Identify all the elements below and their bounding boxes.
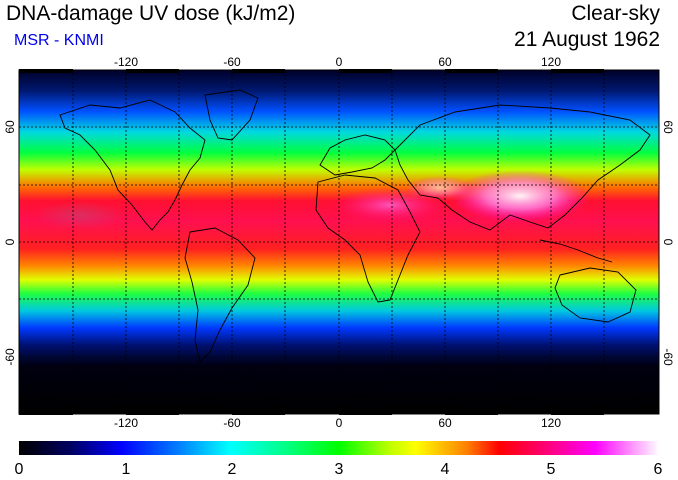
lat-label: 60 <box>3 120 17 134</box>
colorbar-label: 3 <box>335 461 344 478</box>
africa-outline <box>315 174 421 303</box>
colorbar-label: 2 <box>228 461 237 478</box>
coastlines <box>18 89 660 401</box>
frame-ticks-bottom <box>19 411 604 415</box>
antarctica-outline <box>18 395 660 401</box>
colorbar-label: 4 <box>441 461 450 478</box>
lat-label: 60 <box>661 120 675 134</box>
north-america-outline <box>59 99 206 231</box>
map-title: DNA-damage UV dose (kJ/m2) <box>6 2 296 25</box>
lon-label: -60 <box>223 55 241 69</box>
lon-label: 0 <box>336 416 343 430</box>
lon-label: 120 <box>541 416 561 430</box>
lon-label: 60 <box>438 55 452 69</box>
greenland-outline <box>204 89 259 141</box>
tibet-hotspot <box>450 170 590 222</box>
lat-label: 0 <box>661 239 675 246</box>
lat-label: 0 <box>3 238 17 245</box>
southeast-asia-islands <box>539 239 613 263</box>
lon-label: 0 <box>336 55 343 69</box>
lon-label: -60 <box>223 416 241 430</box>
lat-labels-right: 60 0 -60 <box>661 120 675 366</box>
lat-label: -60 <box>661 348 675 366</box>
lon-label: -120 <box>114 416 138 430</box>
lat-label: -60 <box>3 348 17 366</box>
map-date: 21 August 1962 <box>514 28 660 51</box>
colorbar-label: 5 <box>547 461 556 478</box>
south-america-outline <box>184 227 256 363</box>
map-source: MSR - KNMI <box>14 32 104 49</box>
sky-condition: Clear-sky <box>571 2 660 25</box>
lon-label: 120 <box>541 55 561 69</box>
lon-labels-top: -120 -60 0 60 120 <box>114 55 561 69</box>
frame-ticks-top <box>19 69 604 73</box>
mideast-hotspot <box>405 176 475 200</box>
pacific-cool-spot <box>35 201 125 229</box>
asia-outline <box>394 104 651 231</box>
colorbar-labels: 0 1 2 3 4 5 6 <box>15 461 663 478</box>
colorbar <box>19 441 659 455</box>
lon-labels-bottom: -120 -60 0 60 120 <box>114 416 561 430</box>
graticule <box>19 70 659 414</box>
lat-labels-left: 60 0 -60 <box>3 120 17 366</box>
lon-label: 60 <box>438 416 452 430</box>
colorbar-label: 1 <box>122 461 131 478</box>
colorbar-label: 0 <box>15 461 24 478</box>
lon-label: -120 <box>114 55 138 69</box>
colorbar-label: 6 <box>654 461 663 478</box>
